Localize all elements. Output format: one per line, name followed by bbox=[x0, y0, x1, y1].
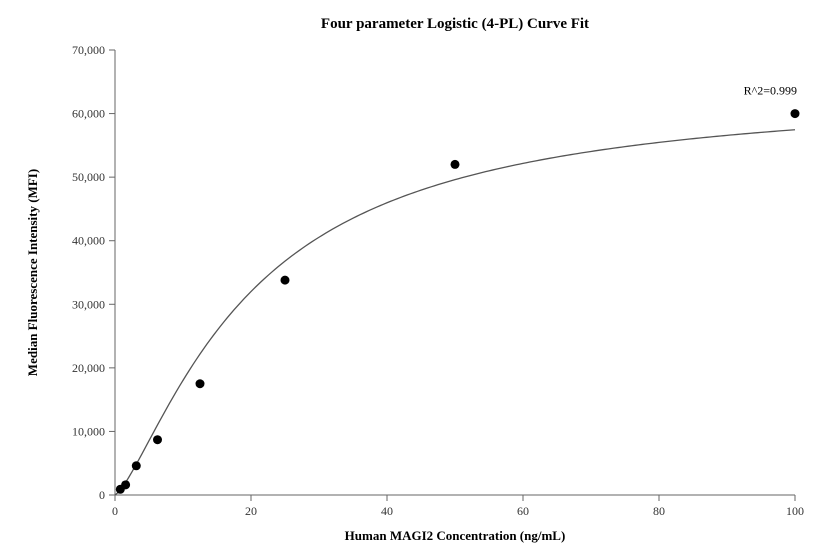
y-axis-label: Median Fluorescence Intensity (MFI) bbox=[25, 169, 40, 376]
x-tick-label: 60 bbox=[517, 504, 529, 518]
r-squared-annotation: R^2=0.999 bbox=[744, 84, 797, 98]
logistic-curve-chart: Four parameter Logistic (4-PL) Curve Fit… bbox=[0, 0, 832, 560]
x-axis: 0 20 40 60 80 100 bbox=[112, 495, 804, 518]
plot-area: 0 10,000 20,000 30,000 40,000 50,000 60,000 70,… bbox=[72, 43, 804, 518]
y-axis: 0 10,000 20,000 30,000 40,000 50,000 60,000 70,… bbox=[72, 43, 115, 502]
y-tick-label: 30,000 bbox=[72, 297, 105, 311]
x-tick-label: 0 bbox=[112, 504, 118, 518]
data-point bbox=[132, 461, 141, 470]
fit-curve bbox=[115, 130, 795, 495]
data-point bbox=[451, 160, 460, 169]
y-tick-label: 60,000 bbox=[72, 107, 105, 121]
x-tick-label: 80 bbox=[653, 504, 665, 518]
x-axis-label: Human MAGI2 Concentration (ng/mL) bbox=[345, 528, 566, 543]
y-tick-label: 10,000 bbox=[72, 424, 105, 438]
chart-container: Four parameter Logistic (4-PL) Curve Fit… bbox=[0, 0, 832, 560]
data-point bbox=[791, 109, 800, 118]
y-tick-label: 40,000 bbox=[72, 234, 105, 248]
data-point bbox=[121, 480, 130, 489]
y-tick-label: 50,000 bbox=[72, 170, 105, 184]
chart-title: Four parameter Logistic (4-PL) Curve Fit bbox=[321, 16, 589, 32]
data-point bbox=[153, 435, 162, 444]
x-tick-label: 20 bbox=[245, 504, 257, 518]
x-tick-label: 100 bbox=[786, 504, 804, 518]
y-tick-label: 20,000 bbox=[72, 361, 105, 375]
data-point bbox=[196, 379, 205, 388]
data-points bbox=[116, 109, 800, 494]
y-tick-label: 70,000 bbox=[72, 43, 105, 57]
data-point bbox=[281, 276, 290, 285]
y-tick-label: 0 bbox=[99, 488, 105, 502]
x-tick-label: 40 bbox=[381, 504, 393, 518]
